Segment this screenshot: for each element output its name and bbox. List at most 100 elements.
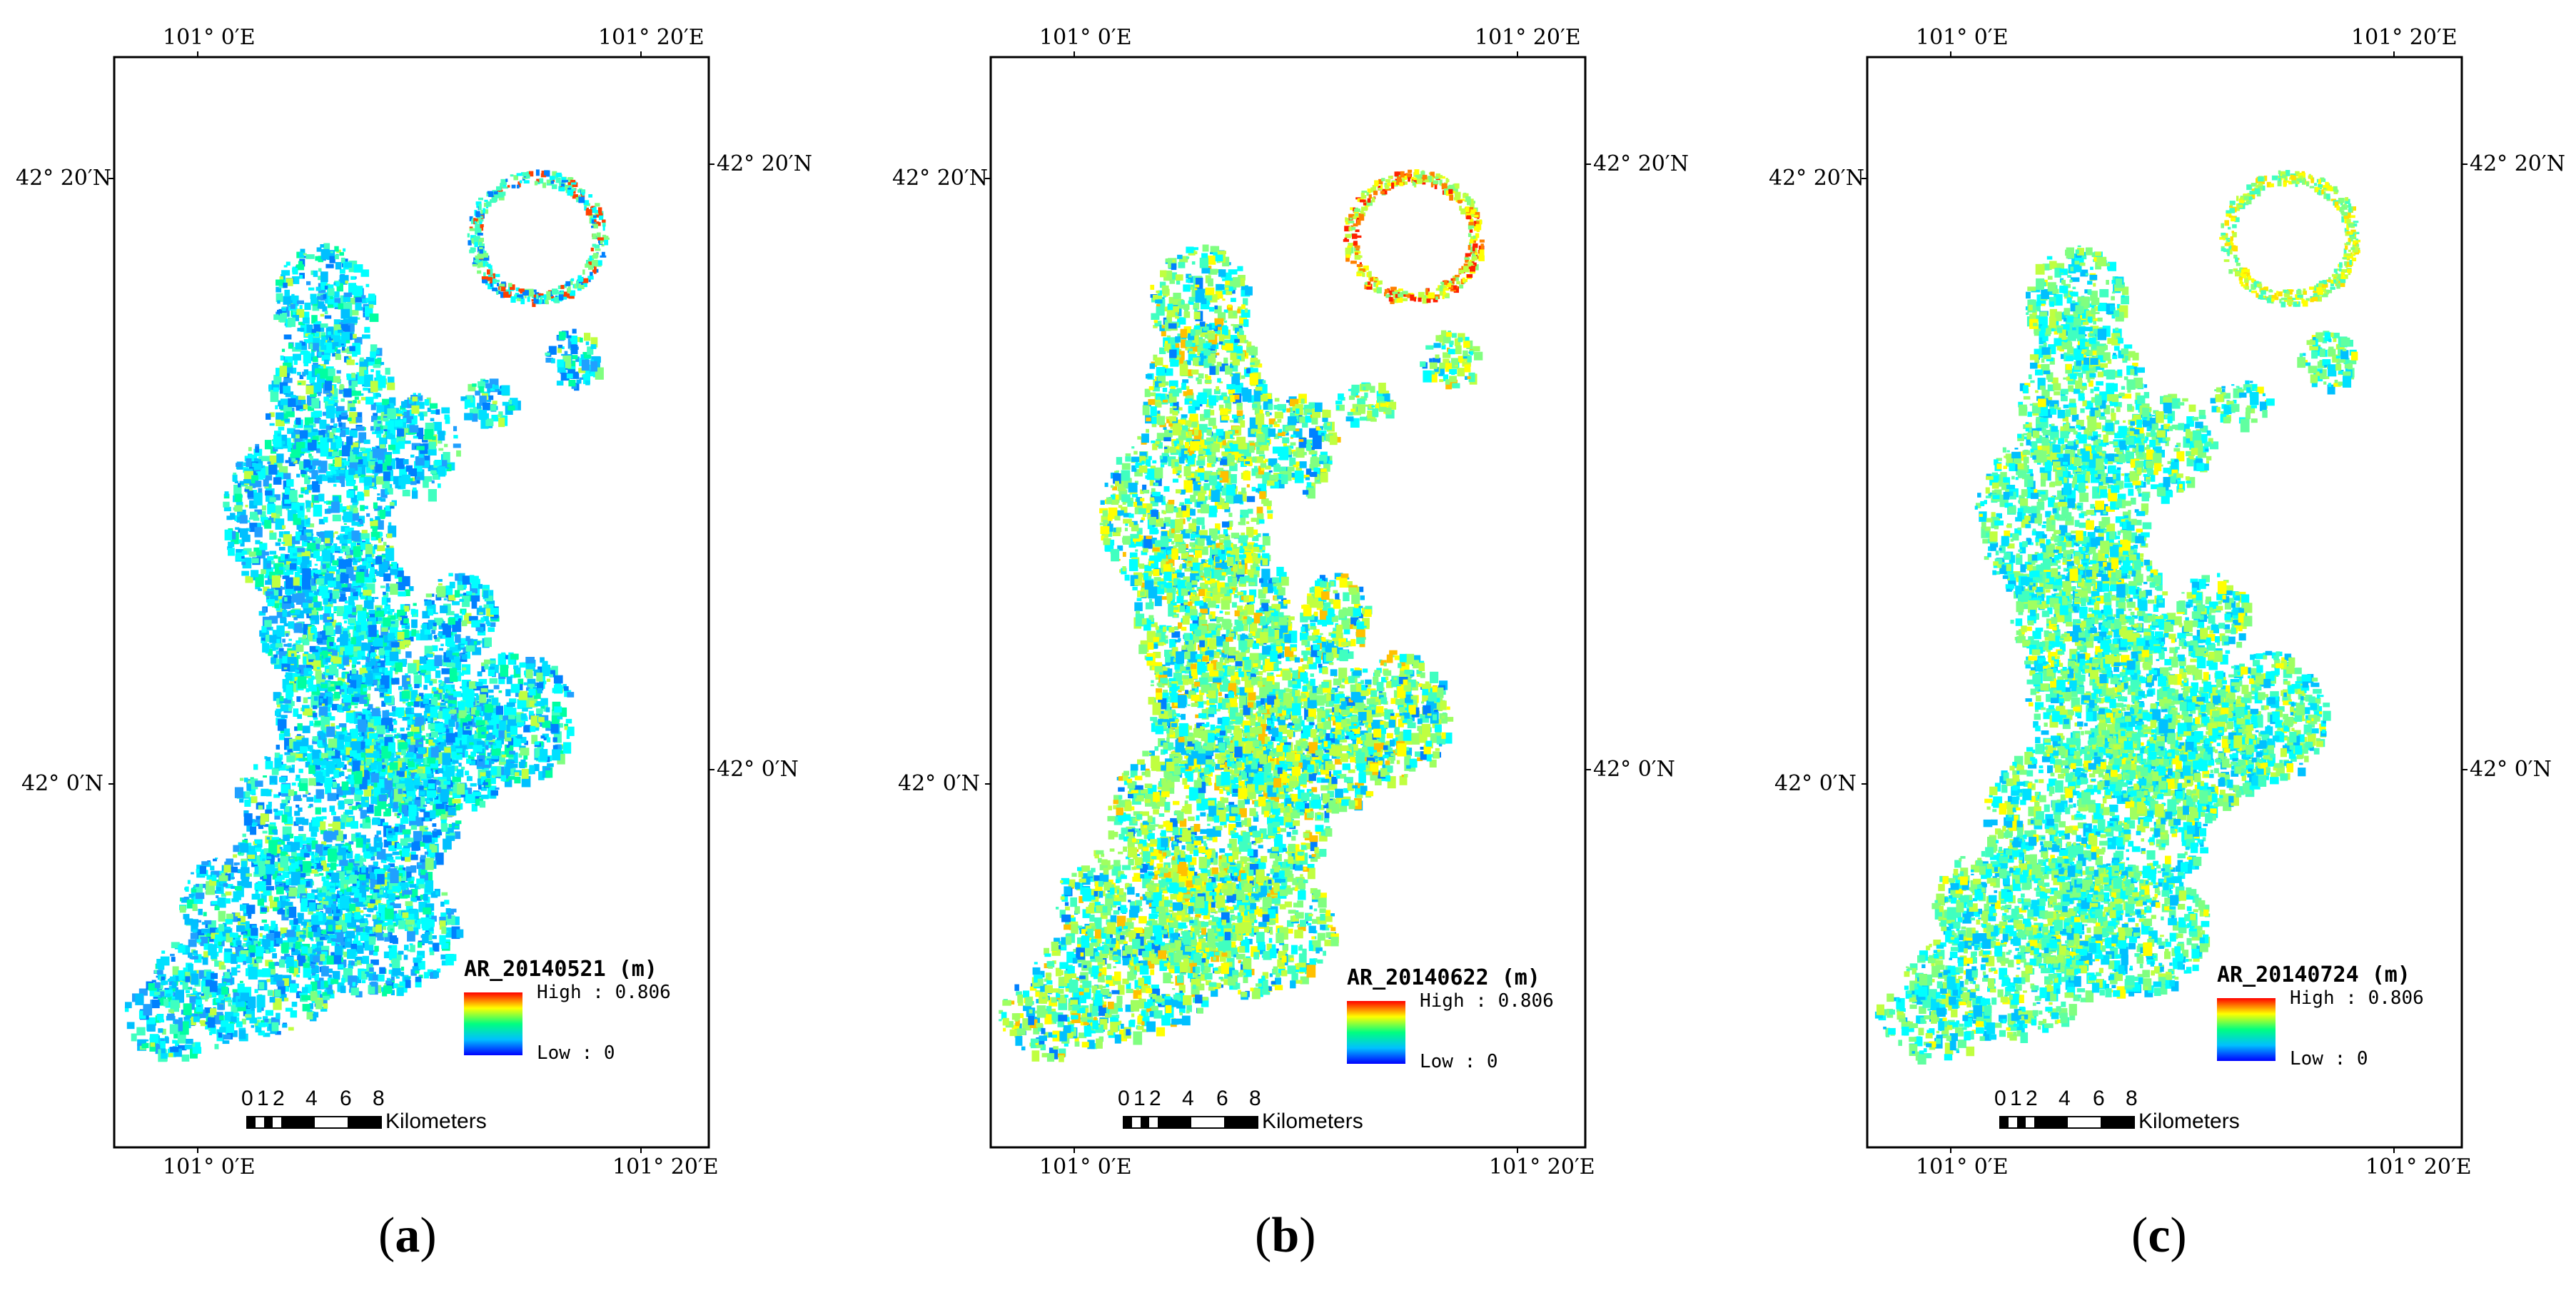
raster-cell	[335, 281, 340, 287]
raster-cell	[278, 870, 285, 873]
raster-cell	[469, 742, 474, 745]
raster-cell	[364, 505, 368, 510]
raster-cell	[350, 542, 357, 550]
raster-cell	[352, 881, 360, 890]
raster-cell	[296, 308, 305, 318]
raster-cell	[415, 717, 422, 726]
raster-cell	[331, 750, 340, 759]
raster-cell	[414, 684, 420, 688]
raster-cell	[316, 683, 320, 688]
raster-cell	[552, 749, 561, 761]
raster-cell	[273, 387, 279, 392]
raster-cell	[291, 609, 300, 615]
raster-cell	[216, 879, 220, 882]
raster-cell	[330, 652, 334, 655]
raster-cell	[260, 813, 269, 822]
raster-cell	[267, 599, 275, 607]
raster-cell	[344, 674, 349, 679]
raster-cell	[419, 782, 423, 785]
raster-cell	[361, 558, 367, 562]
raster-cell	[395, 582, 405, 590]
raster-cell	[557, 723, 563, 728]
raster-cell	[270, 900, 278, 909]
raster-cell	[343, 846, 350, 853]
raster-cell	[335, 748, 338, 751]
raster-cell	[438, 768, 444, 773]
raster-cell	[253, 463, 262, 471]
raster-cell	[403, 786, 408, 791]
raster-cell	[268, 386, 272, 389]
raster-cell	[330, 465, 338, 471]
raster-cell	[335, 681, 343, 686]
raster-cell	[283, 623, 289, 627]
raster-cell	[452, 703, 456, 707]
raster-cell	[251, 558, 259, 563]
raster-cell	[332, 438, 338, 443]
raster-cell	[310, 869, 318, 874]
raster-cell	[316, 531, 320, 535]
raster-cell	[560, 707, 567, 718]
raster-cell	[306, 507, 310, 513]
raster-cell	[333, 408, 338, 414]
raster-cell	[281, 412, 288, 421]
raster-cell	[254, 866, 261, 875]
raster-cell	[339, 860, 348, 866]
raster-cell	[345, 745, 353, 755]
raster-cell	[483, 701, 490, 707]
raster-cell	[419, 656, 427, 664]
raster-cell	[263, 775, 267, 778]
raster-cell	[515, 667, 521, 674]
raster-cell	[329, 601, 333, 605]
raster-cell	[310, 297, 318, 304]
raster-cell	[262, 607, 267, 613]
raster-cell	[480, 795, 489, 800]
raster-cell	[444, 747, 452, 758]
raster-cell	[327, 712, 332, 718]
raster-cell	[285, 672, 293, 680]
raster-cell	[372, 716, 381, 728]
raster-cell	[368, 625, 377, 638]
raster-cell	[488, 669, 495, 677]
raster-cell	[376, 753, 380, 757]
raster-cell	[291, 849, 297, 857]
raster-cell	[253, 492, 263, 505]
raster-cell	[305, 790, 309, 795]
raster-cell	[314, 563, 318, 566]
raster-cell	[406, 866, 413, 872]
raster-cell	[343, 795, 346, 798]
raster-cell	[247, 855, 256, 859]
raster-cell	[405, 882, 408, 885]
raster-cell	[278, 841, 281, 845]
raster-cell	[280, 927, 288, 936]
raster-cell	[377, 663, 381, 666]
raster-cell	[327, 617, 332, 620]
raster-cell	[376, 847, 381, 852]
raster-cell	[325, 500, 334, 505]
raster-cell	[370, 344, 378, 353]
raster-cell	[438, 680, 443, 683]
raster-cell	[408, 771, 411, 775]
raster-cell	[368, 461, 375, 468]
raster-cell	[440, 703, 446, 708]
raster-cell	[511, 763, 518, 768]
raster-cell	[351, 381, 358, 387]
raster-cell	[470, 783, 477, 787]
raster-cell	[253, 822, 258, 826]
raster-cell	[201, 922, 206, 925]
raster-cell	[461, 734, 469, 745]
raster-cell	[375, 657, 379, 662]
raster-cell	[268, 840, 278, 853]
raster-cell	[223, 506, 231, 512]
raster-cell	[333, 302, 338, 308]
raster-cell	[236, 502, 243, 507]
raster-cell	[335, 406, 345, 411]
raster-cell	[432, 687, 437, 692]
raster-cell	[405, 651, 412, 658]
raster-cell	[315, 844, 324, 854]
raster-cell	[282, 655, 288, 665]
raster-cell	[318, 276, 321, 281]
raster-cell	[322, 411, 328, 416]
raster-cell	[326, 602, 333, 608]
raster-cell	[425, 817, 430, 822]
raster-cell	[195, 892, 205, 900]
